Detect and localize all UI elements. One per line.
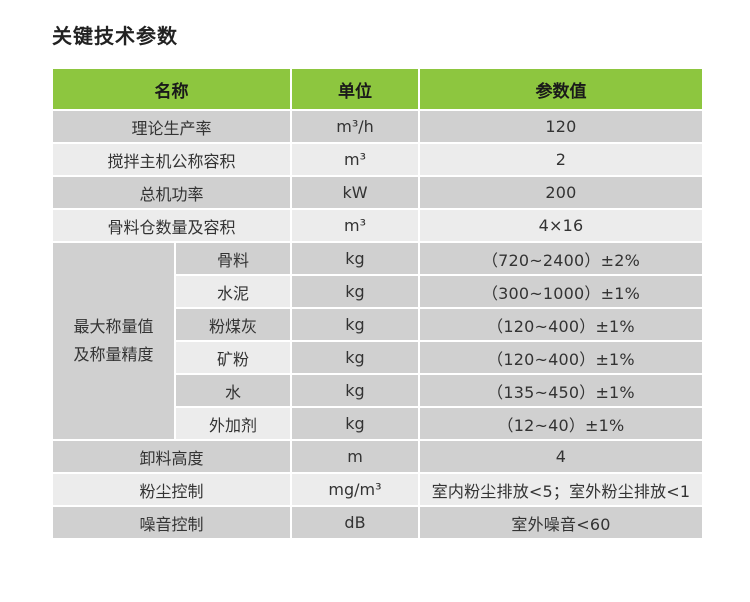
row-unit: m³: [290, 142, 420, 177]
sub-row-name: 外加剂: [174, 406, 292, 441]
row-unit: m³: [290, 208, 420, 243]
table-row: 总机功率 kW 200: [51, 175, 704, 210]
row-unit: kg: [290, 373, 420, 408]
page-title: 关键技术参数: [52, 24, 178, 48]
table-row: 卸料高度 m 4: [51, 439, 704, 474]
table-row: 噪音控制 dB 室外噪音<60: [51, 505, 704, 540]
table-row: 粉煤灰 kg （120~400）±1%: [52, 307, 704, 342]
row-unit: kg: [290, 274, 420, 309]
row-unit: m³/h: [290, 109, 420, 144]
row-value: 室内粉尘排放<5；室外粉尘排放<1: [418, 472, 704, 507]
row-name: 粉尘控制: [51, 472, 292, 507]
row-unit: kg: [290, 307, 420, 342]
group-label: 最大称量值 及称量精度: [51, 241, 176, 441]
row-name: 理论生产率: [51, 109, 292, 144]
table-row: 粉尘控制 mg/m³ 室内粉尘排放<5；室外粉尘排放<1: [51, 472, 704, 507]
sub-row-name: 骨料: [174, 241, 292, 276]
row-value: （12~40）±1%: [418, 406, 704, 441]
sub-row-name: 水泥: [174, 274, 292, 309]
row-value: 室外噪音<60: [418, 505, 704, 540]
sub-row-name: 矿粉: [174, 340, 292, 375]
header-value: 参数值: [418, 67, 704, 111]
row-unit: dB: [290, 505, 420, 540]
row-name: 噪音控制: [51, 505, 292, 540]
table-row: 水 kg （135~450）±1%: [52, 373, 704, 408]
row-value: （120~400）±1%: [418, 340, 704, 375]
row-name: 总机功率: [51, 175, 292, 210]
parameter-table: 名称 单位 参数值 理论生产率 m³/h 120 搅拌主机公称容积 m³ 2 总…: [51, 67, 704, 540]
sub-row-name: 水: [174, 373, 292, 408]
row-unit: kg: [290, 406, 420, 441]
row-value: （720~2400）±2%: [418, 241, 704, 276]
table-row: 骨料仓数量及容积 m³ 4×16: [51, 208, 704, 243]
row-name: 搅拌主机公称容积: [51, 142, 292, 177]
row-value: 200: [418, 175, 704, 210]
row-value: 2: [418, 142, 704, 177]
header-name: 名称: [51, 67, 292, 111]
group-label-line: 及称量精度: [73, 345, 154, 364]
row-name: 骨料仓数量及容积: [51, 208, 292, 243]
row-name: 卸料高度: [51, 439, 292, 474]
row-value: 4×16: [418, 208, 704, 243]
table-row: 矿粉 kg （120~400）±1%: [52, 340, 704, 375]
row-unit: kg: [290, 340, 420, 375]
row-value: （120~400）±1%: [418, 307, 704, 342]
table-row: 外加剂 kg （12~40）±1%: [52, 406, 704, 441]
table-row: 水泥 kg （300~1000）±1%: [52, 274, 704, 309]
row-unit: m: [290, 439, 420, 474]
header-unit: 单位: [290, 67, 420, 111]
table-header-row: 名称 单位 参数值: [51, 67, 704, 111]
table-row: 最大称量值 及称量精度 骨料 kg （720~2400）±2%: [51, 241, 704, 441]
row-unit: mg/m³: [290, 472, 420, 507]
table-row: 理论生产率 m³/h 120: [51, 109, 704, 144]
row-unit: kW: [290, 175, 420, 210]
row-value: （300~1000）±1%: [418, 274, 704, 309]
table-row: 搅拌主机公称容积 m³ 2: [51, 142, 704, 177]
row-value: （135~450）±1%: [418, 373, 704, 408]
row-value: 120: [418, 109, 704, 144]
sub-row-name: 粉煤灰: [174, 307, 292, 342]
group-label-line: 最大称量值: [73, 317, 154, 336]
row-unit: kg: [290, 241, 420, 276]
row-value: 4: [418, 439, 704, 474]
